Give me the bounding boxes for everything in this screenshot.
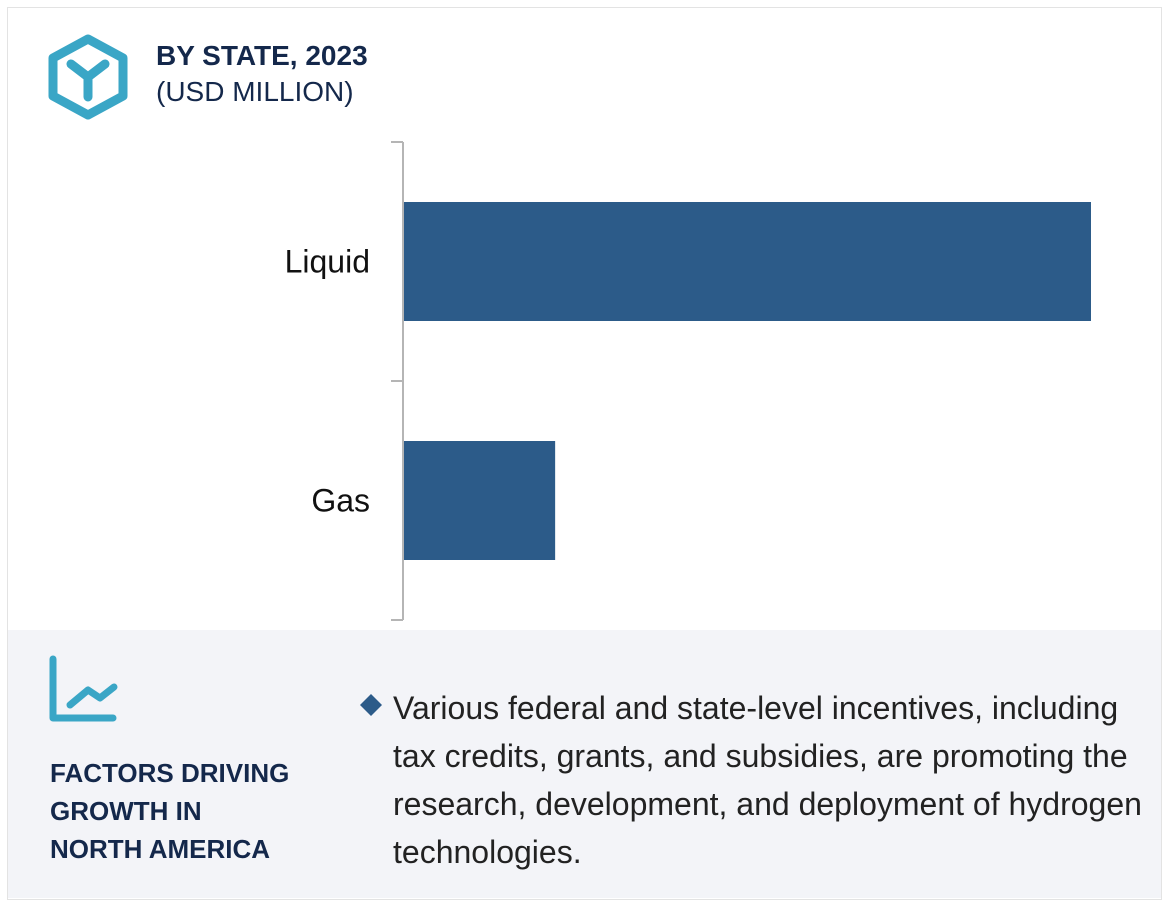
factor-bullet-text: Various federal and state-level incentiv… — [393, 690, 1142, 870]
line-chart-icon — [49, 655, 118, 722]
factors-heading-line: GROWTH IN — [50, 796, 202, 826]
bar-chart: Liquid Gas — [285, 141, 1091, 621]
factors-heading: FACTORS DRIVING GROWTH IN NORTH AMERICA — [50, 754, 330, 868]
chart-subtitle: (USD MILLION) — [156, 76, 354, 107]
hexagon-y-logo-icon — [48, 34, 128, 120]
chart-title: BY STATE, 2023 — [156, 40, 368, 71]
category-label: Liquid — [285, 244, 370, 280]
factors-heading-line: NORTH AMERICA — [50, 834, 271, 864]
factors-heading-line: FACTORS DRIVING — [50, 758, 290, 788]
factors-panel — [8, 630, 1161, 898]
category-label: Gas — [311, 483, 370, 519]
bar-liquid — [404, 202, 1091, 321]
diamond-icon — [360, 694, 382, 716]
bar-gas — [404, 441, 556, 560]
card-frame — [7, 7, 1162, 900]
